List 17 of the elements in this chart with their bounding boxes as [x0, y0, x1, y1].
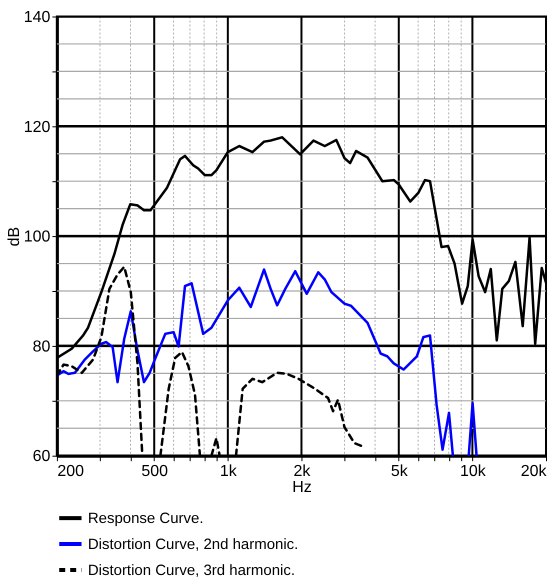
x-tick-label: 1k — [220, 463, 237, 480]
y-tick-label: 140 — [24, 8, 51, 26]
legend-label: Distortion Curve, 2nd harmonic. — [88, 536, 298, 554]
legend-label: Response Curve. — [88, 510, 204, 528]
y-tick-label: 80 — [32, 338, 51, 356]
y-tick-label: 120 — [24, 118, 51, 136]
x-tick-label: 200 — [57, 463, 84, 480]
x-tick-label: 5k — [390, 463, 408, 480]
x-tick-label: 10k — [460, 463, 486, 480]
x-tick-label: 2k — [294, 463, 310, 480]
x-tick-label: 500 — [141, 463, 168, 480]
legend-label: Distortion Curve, 3rd harmonic. — [88, 562, 295, 579]
y-tick-label: 60 — [32, 448, 51, 466]
x-tick-label: 20k — [520, 463, 547, 480]
y-axis-title: dB — [6, 226, 23, 246]
x-axis-title: Hz — [292, 479, 312, 496]
y-tick-label: 100 — [24, 228, 51, 246]
